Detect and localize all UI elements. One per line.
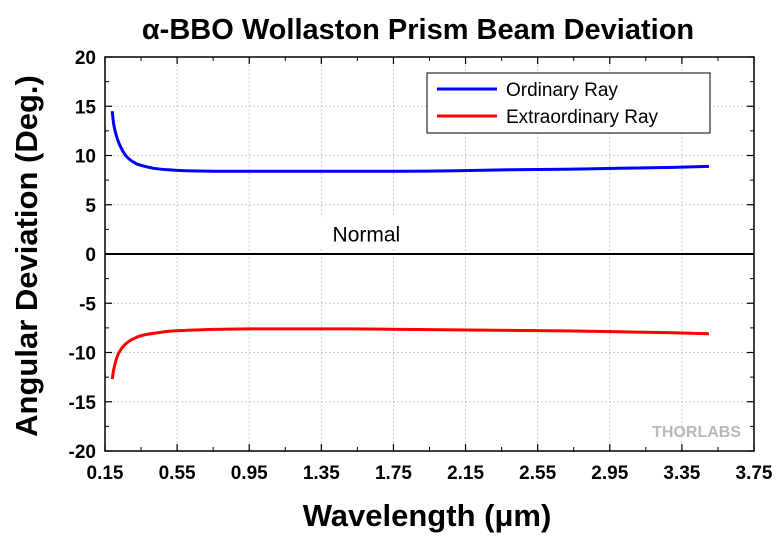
y-tick-label: -15 [69, 393, 97, 414]
x-tick-label: 0.95 [231, 463, 268, 484]
y-tick-label: -20 [69, 442, 96, 463]
y-axis-title: Angular Deviation (Deg.) [9, 75, 44, 437]
x-tick-label: 2.55 [519, 463, 556, 484]
thorlabs-watermark: THORLABS [652, 424, 741, 441]
y-tick-label: 20 [75, 48, 96, 69]
y-tick-label: 10 [75, 147, 96, 168]
legend-label-extraordinary-ray: Extraordinary Ray [506, 107, 659, 128]
x-tick-label: 3.35 [663, 463, 700, 484]
legend-box [426, 72, 711, 134]
legend-label-ordinary-ray: Ordinary Ray [506, 80, 618, 101]
annotation-layer: Normal [318, 217, 415, 248]
series-line-extraordinary-ray [110, 327, 709, 380]
x-axis-title: Wavelength (μm) [303, 498, 552, 533]
x-tick-label: 3.75 [736, 463, 773, 484]
y-tick-label: 0 [85, 245, 96, 266]
x-tick-label: 1.35 [303, 463, 340, 484]
x-tick-label: 0.15 [87, 463, 124, 484]
x-tick-label: 2.15 [447, 463, 484, 484]
chart-title: α-BBO Wollaston Prism Beam Deviation [142, 14, 694, 46]
y-tick-label: 5 [85, 196, 96, 217]
x-tick-label: 0.55 [159, 463, 196, 484]
x-tick-label: 1.75 [375, 463, 412, 484]
y-tick-label: 15 [75, 97, 97, 118]
annotation-normal: Normal [333, 223, 401, 246]
series-layer [110, 110, 709, 380]
series-line-ordinary-ray [110, 110, 709, 173]
y-tick-label: -5 [79, 294, 96, 315]
y-tick-label: -10 [69, 344, 96, 365]
annotation-background [318, 217, 415, 248]
x-tick-label: 2.95 [591, 463, 628, 484]
ticks-layer: 0.15 0.55 0.95 1.35 1.75 2.15 2.55 2.95 3.35 3.75… [69, 48, 773, 484]
legend: Ordinary Ray Extraordinary Ray [426, 72, 711, 134]
